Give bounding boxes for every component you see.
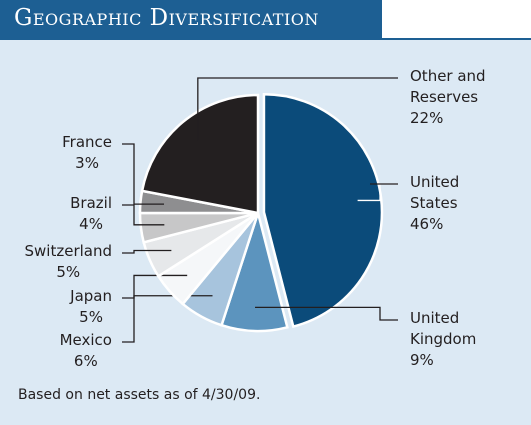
slice-percent: 4% [79,215,103,233]
slice-percent: 6% [73,352,98,370]
pie-slice [140,93,260,215]
slice-name: Switzerland [24,242,113,260]
slice-name: France [62,133,112,151]
title-rule [0,38,531,40]
footnote: Based on net assets as of 4/30/09. [18,387,261,403]
slice-label: United Kingdom 9% [410,308,500,371]
slice-label: Switzerland 5% [25,241,113,283]
slice-percent: 3% [75,154,99,172]
slice-name: United States [410,173,460,212]
slice-percent: 9% [410,351,434,369]
slice-percent: 5% [56,263,81,281]
leader-line [197,77,398,141]
leader-line [122,204,165,226]
title-bar: Geographic Diversification [0,0,382,38]
slice-percent: 5% [79,308,103,326]
slice-name: Mexico [59,331,112,349]
slice-percent: 46% [410,215,444,233]
slice-name: Brazil [70,194,112,212]
slice-label: United States 46% [410,172,500,235]
chart-title: Geographic Diversification [14,5,319,31]
slice-label: Mexico 6% [60,330,112,372]
leader-line [122,249,172,254]
slice-label: Brazil 4% [70,193,112,235]
slice-name: United Kingdom [410,309,477,348]
slice-percent: 22% [410,109,444,127]
slice-name: Other and Reserves [410,67,486,106]
slice-label: France 3% [62,132,112,174]
leader-line [122,143,165,205]
leader-line [255,306,398,321]
slice-name: Japan [70,287,112,305]
pie-slice [262,92,384,329]
slice-label: Japan 5% [70,286,112,328]
slice-label: Other and Reserves 22% [410,66,500,129]
